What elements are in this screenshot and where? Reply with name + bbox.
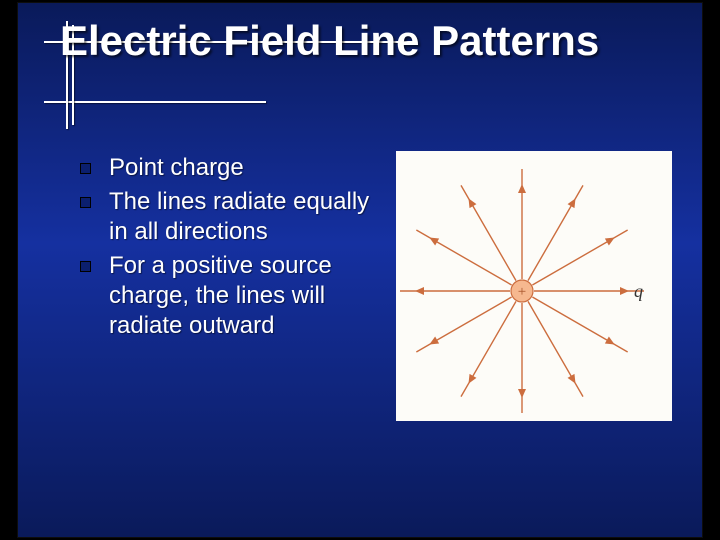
- field-line-figure: +q: [396, 151, 672, 421]
- slide-title: Electric Field Line Patterns: [60, 17, 599, 64]
- bullet-list: Point charge The lines radiate equally i…: [80, 153, 390, 345]
- bullet-text: Point charge: [109, 153, 244, 183]
- bullet-icon: [80, 163, 91, 174]
- svg-text:q: q: [634, 281, 643, 301]
- title-rule: [44, 101, 266, 103]
- svg-text:+: +: [518, 284, 526, 300]
- list-item: The lines radiate equally in all directi…: [80, 187, 390, 247]
- bullet-icon: [80, 197, 91, 208]
- list-item: For a positive source charge, the lines …: [80, 251, 390, 341]
- bullet-icon: [80, 261, 91, 272]
- bullet-text: The lines radiate equally in all directi…: [109, 187, 390, 247]
- slide: Electric Field Line Patterns Point charg…: [18, 3, 702, 537]
- list-item: Point charge: [80, 153, 390, 183]
- bullet-text: For a positive source charge, the lines …: [109, 251, 390, 341]
- field-line-svg: +q: [396, 151, 672, 421]
